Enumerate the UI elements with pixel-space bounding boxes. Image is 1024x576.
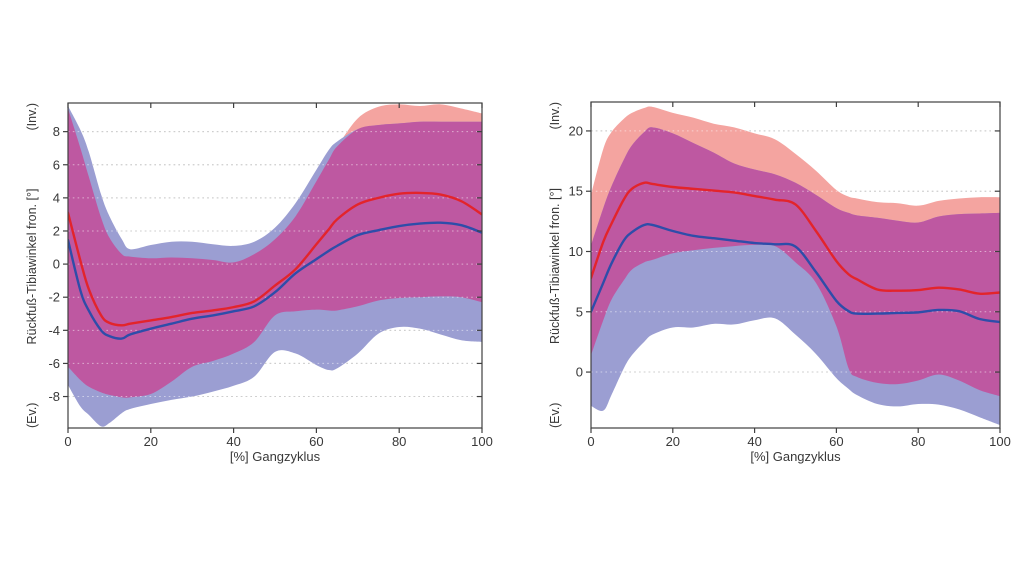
y-tick-label: -2 bbox=[48, 290, 60, 305]
y-label-main: Rückfuß-Tibiawinkel fron. [°] bbox=[548, 188, 562, 345]
right-x-axis-label: [%] Gangzyklus bbox=[750, 449, 841, 464]
y-label-inv: (Inv.) bbox=[548, 102, 562, 130]
y-tick-label: 15 bbox=[569, 184, 583, 199]
x-tick-label: 20 bbox=[144, 434, 158, 449]
y-tick-label: 6 bbox=[53, 157, 60, 172]
right-gait-chart: 0 20 40 60 80 100 20 15 10 5 0 bbox=[569, 101, 1011, 449]
axes-frame bbox=[67, 102, 483, 429]
left-y-axis-label: (Ev.) Rückfuß-Tibiawinkel fron. [°] (Inv… bbox=[24, 103, 40, 428]
axes-frame bbox=[590, 101, 1001, 429]
y-tick-label: 8 bbox=[53, 124, 60, 139]
y-tick-label: 10 bbox=[569, 244, 583, 259]
x-tick-label: 100 bbox=[471, 434, 493, 449]
left-x-axis-label: [%] Gangzyklus bbox=[229, 449, 321, 464]
x-tick-label: 0 bbox=[64, 434, 71, 449]
x-tick-label: 60 bbox=[309, 434, 323, 449]
y-label-ev: (Ev.) bbox=[25, 402, 39, 428]
x-tick-label: 40 bbox=[747, 434, 761, 449]
overlap-band bbox=[68, 108, 482, 398]
y-tick-label: 20 bbox=[569, 123, 583, 138]
y-tick-label: 4 bbox=[53, 190, 60, 205]
x-tick-label: 80 bbox=[911, 434, 925, 449]
red-mean-curve bbox=[68, 191, 482, 327]
x-tick-label: 20 bbox=[666, 434, 680, 449]
y-tick-label: -8 bbox=[48, 389, 60, 404]
y-tick-label: 5 bbox=[576, 304, 583, 319]
right-y-axis-label: (Ev.) Rückfuß-Tibiawinkel fron. [°] (Inv… bbox=[547, 102, 563, 428]
x-tick-label: 100 bbox=[989, 434, 1011, 449]
y-label-ev: (Ev.) bbox=[548, 402, 562, 428]
blue-mean-curve bbox=[591, 222, 1000, 324]
y-tick-label: 0 bbox=[576, 365, 583, 380]
x-tick-label: 60 bbox=[829, 434, 843, 449]
red-mean-curve bbox=[591, 181, 1000, 295]
y-label-main: Rückfuß-Tibiawinkel fron. [°] bbox=[25, 188, 39, 345]
y-tick-label: -4 bbox=[48, 323, 60, 338]
overlap-band bbox=[591, 127, 1000, 397]
y-tick-label: -6 bbox=[48, 356, 60, 371]
x-tick-label: 40 bbox=[226, 434, 240, 449]
blue-mean-curve bbox=[68, 221, 482, 340]
y-tick-label: 2 bbox=[53, 223, 60, 238]
y-label-inv: (Inv.) bbox=[25, 103, 39, 131]
x-tick-label: 0 bbox=[587, 434, 594, 449]
x-tick-label: 80 bbox=[392, 434, 406, 449]
y-tick-label: 0 bbox=[53, 257, 60, 272]
